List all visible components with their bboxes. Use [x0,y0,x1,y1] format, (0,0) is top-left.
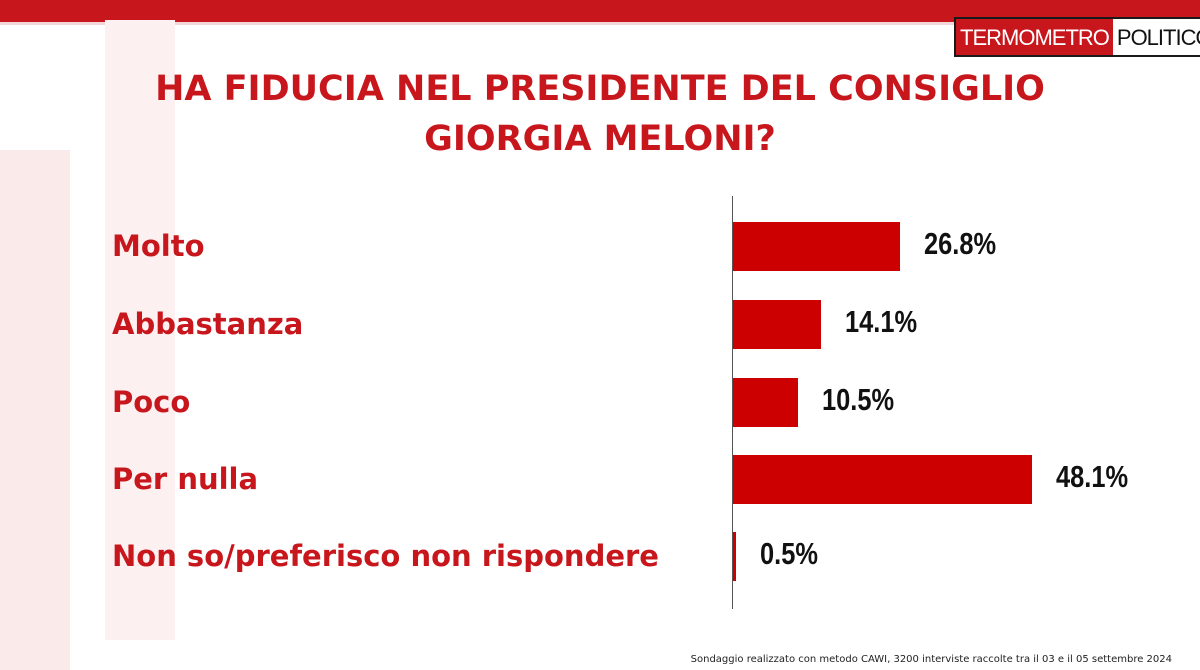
chart-title-line-1: HA FIDUCIA NEL PRESIDENTE DEL CONSIGLIO [155,69,1045,109]
value-label: 48.1% [1056,459,1129,494]
value-label: 0.5% [760,536,819,571]
bar [733,300,821,349]
value-label: 26.8% [923,226,996,261]
category-label: Abbastanza [112,307,304,341]
logo-text-white: POLITICO [1116,25,1200,50]
category-label: Non so/preferisco non rispondere [112,539,659,573]
background-decoration [0,150,70,670]
background-decoration [105,20,175,640]
bar [733,378,799,427]
chart-title: HA FIDUCIA NEL PRESIDENTE DEL CONSIGLIO … [0,64,1200,164]
chart-axis-line [732,196,733,609]
category-label: Molto [112,229,205,263]
bar [733,455,1033,504]
bar [733,222,900,271]
top-banner-stripe [0,22,1200,25]
survey-footnote: Sondaggio realizzato con metodo CAWI, 32… [690,654,1172,665]
bar [733,532,737,581]
category-label: Poco [112,385,191,419]
category-label: Per nulla [112,462,259,496]
chart-title-line-2: GIORGIA MELONI? [424,119,776,159]
logo-text-red: TERMOMETRO [956,19,1113,55]
termometro-politico-logo: TERMOMETRO POLITICO [954,17,1200,57]
value-label: 10.5% [822,382,895,417]
value-label: 14.1% [844,304,917,339]
top-banner-bar [0,0,1200,22]
